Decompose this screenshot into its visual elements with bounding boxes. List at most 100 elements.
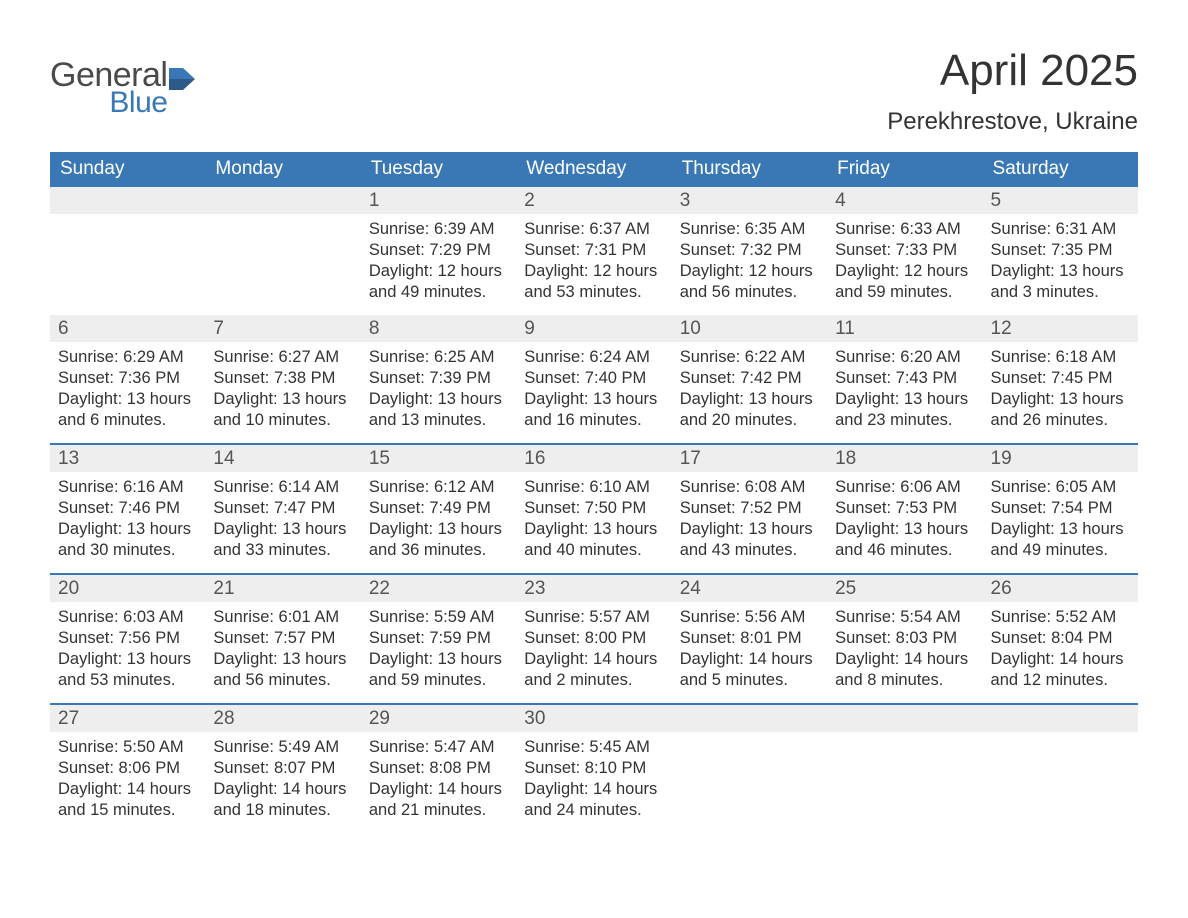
daylight-text: Daylight: 13 hours and 26 minutes. xyxy=(991,389,1130,431)
sunrise-text: Sunrise: 6:16 AM xyxy=(58,477,197,498)
day-cell xyxy=(983,705,1138,833)
sunset-text: Sunset: 7:32 PM xyxy=(680,240,819,261)
day-body: Sunrise: 6:05 AMSunset: 7:54 PMDaylight:… xyxy=(983,472,1138,571)
day-number: 16 xyxy=(516,445,671,472)
sunset-text: Sunset: 7:46 PM xyxy=(58,498,197,519)
day-body: Sunrise: 6:14 AMSunset: 7:47 PMDaylight:… xyxy=(205,472,360,571)
day-header-thu: Thursday xyxy=(672,152,827,187)
day-number: 26 xyxy=(983,575,1138,602)
sunrise-text: Sunrise: 6:25 AM xyxy=(369,347,508,368)
day-cell: 3Sunrise: 6:35 AMSunset: 7:32 PMDaylight… xyxy=(672,187,827,315)
sunrise-text: Sunrise: 5:54 AM xyxy=(835,607,974,628)
sunset-text: Sunset: 7:59 PM xyxy=(369,628,508,649)
sunrise-text: Sunrise: 5:49 AM xyxy=(213,737,352,758)
calendar: Sunday Monday Tuesday Wednesday Thursday… xyxy=(50,152,1138,833)
day-header-sat: Saturday xyxy=(983,152,1138,187)
sunrise-text: Sunrise: 5:50 AM xyxy=(58,737,197,758)
sunrise-text: Sunrise: 5:47 AM xyxy=(369,737,508,758)
week-row: 20Sunrise: 6:03 AMSunset: 7:56 PMDayligh… xyxy=(50,573,1138,703)
sunset-text: Sunset: 7:53 PM xyxy=(835,498,974,519)
daylight-text: Daylight: 13 hours and 6 minutes. xyxy=(58,389,197,431)
week-row: 27Sunrise: 5:50 AMSunset: 8:06 PMDayligh… xyxy=(50,703,1138,833)
sunset-text: Sunset: 7:38 PM xyxy=(213,368,352,389)
day-number: 15 xyxy=(361,445,516,472)
sunset-text: Sunset: 7:36 PM xyxy=(58,368,197,389)
sunset-text: Sunset: 7:33 PM xyxy=(835,240,974,261)
day-cell: 29Sunrise: 5:47 AMSunset: 8:08 PMDayligh… xyxy=(361,705,516,833)
day-number xyxy=(983,705,1138,732)
day-number xyxy=(672,705,827,732)
brand-logo: General Blue xyxy=(50,46,195,118)
day-number: 7 xyxy=(205,315,360,342)
sunset-text: Sunset: 7:31 PM xyxy=(524,240,663,261)
day-body: Sunrise: 6:06 AMSunset: 7:53 PMDaylight:… xyxy=(827,472,982,571)
daylight-text: Daylight: 14 hours and 8 minutes. xyxy=(835,649,974,691)
sunrise-text: Sunrise: 6:22 AM xyxy=(680,347,819,368)
page-header: General Blue April 2025 Perekhrestove, U… xyxy=(50,46,1138,146)
day-number: 11 xyxy=(827,315,982,342)
day-number: 21 xyxy=(205,575,360,602)
day-body: Sunrise: 6:16 AMSunset: 7:46 PMDaylight:… xyxy=(50,472,205,571)
day-body: Sunrise: 6:22 AMSunset: 7:42 PMDaylight:… xyxy=(672,342,827,441)
daylight-text: Daylight: 13 hours and 20 minutes. xyxy=(680,389,819,431)
day-cell: 24Sunrise: 5:56 AMSunset: 8:01 PMDayligh… xyxy=(672,575,827,703)
daylight-text: Daylight: 13 hours and 16 minutes. xyxy=(524,389,663,431)
sunset-text: Sunset: 8:03 PM xyxy=(835,628,974,649)
day-body: Sunrise: 6:10 AMSunset: 7:50 PMDaylight:… xyxy=(516,472,671,571)
day-number: 24 xyxy=(672,575,827,602)
day-body: Sunrise: 5:50 AMSunset: 8:06 PMDaylight:… xyxy=(50,732,205,831)
day-number xyxy=(205,187,360,214)
day-body: Sunrise: 6:29 AMSunset: 7:36 PMDaylight:… xyxy=(50,342,205,441)
day-body: Sunrise: 6:24 AMSunset: 7:40 PMDaylight:… xyxy=(516,342,671,441)
day-number: 29 xyxy=(361,705,516,732)
day-cell: 15Sunrise: 6:12 AMSunset: 7:49 PMDayligh… xyxy=(361,445,516,573)
day-body: Sunrise: 6:03 AMSunset: 7:56 PMDaylight:… xyxy=(50,602,205,701)
day-header-tue: Tuesday xyxy=(361,152,516,187)
day-cell: 23Sunrise: 5:57 AMSunset: 8:00 PMDayligh… xyxy=(516,575,671,703)
day-body: Sunrise: 5:45 AMSunset: 8:10 PMDaylight:… xyxy=(516,732,671,831)
day-cell: 19Sunrise: 6:05 AMSunset: 7:54 PMDayligh… xyxy=(983,445,1138,573)
sunset-text: Sunset: 8:07 PM xyxy=(213,758,352,779)
day-body: Sunrise: 5:54 AMSunset: 8:03 PMDaylight:… xyxy=(827,602,982,701)
daylight-text: Daylight: 12 hours and 53 minutes. xyxy=(524,261,663,303)
day-cell: 4Sunrise: 6:33 AMSunset: 7:33 PMDaylight… xyxy=(827,187,982,315)
sunset-text: Sunset: 7:56 PM xyxy=(58,628,197,649)
daylight-text: Daylight: 13 hours and 10 minutes. xyxy=(213,389,352,431)
sunset-text: Sunset: 7:50 PM xyxy=(524,498,663,519)
daylight-text: Daylight: 14 hours and 2 minutes. xyxy=(524,649,663,691)
day-cell: 27Sunrise: 5:50 AMSunset: 8:06 PMDayligh… xyxy=(50,705,205,833)
day-header-sun: Sunday xyxy=(50,152,205,187)
flag-icon xyxy=(169,68,195,90)
day-number: 3 xyxy=(672,187,827,214)
title-block: April 2025 Perekhrestove, Ukraine xyxy=(887,46,1138,146)
day-cell: 8Sunrise: 6:25 AMSunset: 7:39 PMDaylight… xyxy=(361,315,516,443)
sunrise-text: Sunrise: 6:10 AM xyxy=(524,477,663,498)
day-cell: 14Sunrise: 6:14 AMSunset: 7:47 PMDayligh… xyxy=(205,445,360,573)
day-cell: 10Sunrise: 6:22 AMSunset: 7:42 PMDayligh… xyxy=(672,315,827,443)
day-number: 14 xyxy=(205,445,360,472)
sunrise-text: Sunrise: 5:56 AM xyxy=(680,607,819,628)
sunrise-text: Sunrise: 6:29 AM xyxy=(58,347,197,368)
sunset-text: Sunset: 8:04 PM xyxy=(991,628,1130,649)
sunrise-text: Sunrise: 6:14 AM xyxy=(213,477,352,498)
sunrise-text: Sunrise: 6:01 AM xyxy=(213,607,352,628)
day-cell: 17Sunrise: 6:08 AMSunset: 7:52 PMDayligh… xyxy=(672,445,827,573)
daylight-text: Daylight: 13 hours and 49 minutes. xyxy=(991,519,1130,561)
daylight-text: Daylight: 13 hours and 30 minutes. xyxy=(58,519,197,561)
day-number: 10 xyxy=(672,315,827,342)
day-number: 23 xyxy=(516,575,671,602)
sunrise-text: Sunrise: 6:39 AM xyxy=(369,219,508,240)
day-number: 18 xyxy=(827,445,982,472)
day-body: Sunrise: 6:12 AMSunset: 7:49 PMDaylight:… xyxy=(361,472,516,571)
location-label: Perekhrestove, Ukraine xyxy=(887,108,1138,136)
sunrise-text: Sunrise: 6:18 AM xyxy=(991,347,1130,368)
brand-text: General Blue xyxy=(50,58,167,118)
daylight-text: Daylight: 14 hours and 24 minutes. xyxy=(524,779,663,821)
daylight-text: Daylight: 13 hours and 56 minutes. xyxy=(213,649,352,691)
day-body: Sunrise: 6:01 AMSunset: 7:57 PMDaylight:… xyxy=(205,602,360,701)
day-body: Sunrise: 6:08 AMSunset: 7:52 PMDaylight:… xyxy=(672,472,827,571)
sunrise-text: Sunrise: 6:20 AM xyxy=(835,347,974,368)
daylight-text: Daylight: 12 hours and 59 minutes. xyxy=(835,261,974,303)
day-cell xyxy=(50,187,205,315)
day-body: Sunrise: 5:49 AMSunset: 8:07 PMDaylight:… xyxy=(205,732,360,831)
